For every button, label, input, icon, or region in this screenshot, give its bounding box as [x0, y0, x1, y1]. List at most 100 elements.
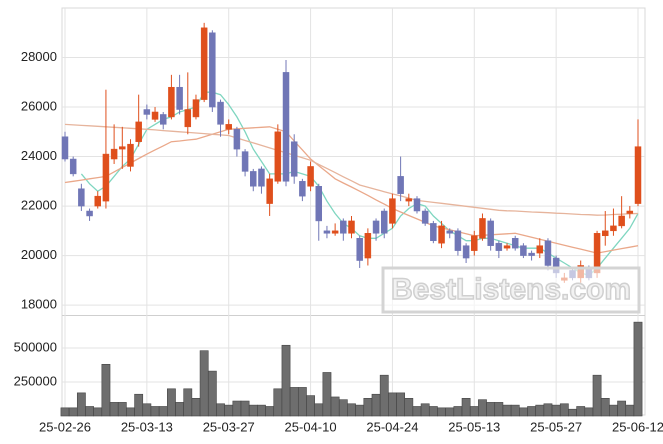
candle-body	[462, 245, 470, 259]
volume-bar	[109, 402, 119, 417]
volume-bar	[396, 392, 406, 417]
grid	[62, 8, 645, 415]
volume-bar	[306, 395, 315, 417]
candle-body	[323, 230, 331, 234]
candle-body	[307, 166, 314, 187]
candle-body	[618, 215, 625, 227]
volume-bar	[232, 400, 242, 417]
moving-average-line	[64, 123, 639, 216]
candle-body	[225, 124, 232, 130]
candle-body	[69, 158, 77, 175]
volume-bar	[510, 404, 520, 417]
candle-body	[192, 99, 200, 118]
candle-body	[86, 210, 93, 217]
volume-bar	[592, 374, 602, 417]
volume-bar	[412, 406, 422, 417]
candle-body	[151, 111, 159, 120]
volume-bar	[240, 400, 250, 417]
candle-body	[258, 168, 265, 187]
volume-tick-label: 500000	[14, 339, 57, 354]
candle-body	[471, 235, 478, 251]
volume-bar	[322, 372, 332, 417]
candle-body	[511, 238, 519, 249]
volume-bar	[527, 406, 536, 417]
volume-bar	[126, 407, 135, 417]
volume-bar	[371, 393, 381, 417]
x-tick-label: 25-03-27	[203, 419, 255, 434]
candle-body	[340, 220, 347, 234]
candle-body	[413, 198, 421, 212]
y-tick-label: 20000	[21, 247, 57, 262]
candle-body	[241, 151, 249, 172]
volume-bar	[207, 370, 217, 417]
volume-bar	[420, 403, 430, 417]
candle-body	[159, 114, 167, 125]
candle-body	[135, 121, 142, 142]
candle-body	[528, 252, 535, 256]
y-tick-label: 24000	[21, 148, 57, 163]
volume-tick-label: 250000	[14, 373, 57, 388]
candle-body	[94, 195, 101, 207]
candle-body	[380, 210, 388, 234]
volume-bar	[600, 398, 610, 417]
candle-body	[274, 131, 282, 182]
volume-bar	[289, 387, 299, 417]
volume-bar	[609, 404, 618, 417]
volume-bar	[494, 402, 504, 417]
volume-bar	[584, 407, 594, 417]
x-tick-label: 25-02-26	[39, 419, 91, 434]
volume-bar	[535, 404, 545, 417]
candle-body	[536, 245, 544, 254]
candle-body	[479, 218, 486, 239]
volume-bar	[404, 398, 414, 417]
candle-body	[102, 153, 110, 202]
candle-body	[61, 136, 69, 160]
candle-body	[299, 181, 306, 197]
volume-bar	[183, 388, 193, 417]
y-tick-label: 28000	[21, 49, 57, 64]
candle-body	[331, 230, 339, 234]
volume-bar	[543, 403, 553, 417]
candle-body	[348, 220, 355, 234]
volume-bar	[93, 407, 103, 417]
candle-body	[209, 32, 216, 108]
x-tick-label: 25-03-13	[121, 419, 173, 434]
volume-bar	[633, 321, 643, 417]
candle-body	[438, 225, 445, 244]
volume-bar	[134, 393, 144, 417]
candle-body	[168, 86, 175, 118]
volume-bar	[428, 406, 438, 417]
candle-body	[282, 72, 290, 182]
plot-frame	[61, 7, 646, 416]
candle-body	[487, 220, 494, 246]
volume-bar	[625, 404, 635, 417]
volume-bar	[486, 402, 496, 417]
candle-body	[421, 210, 429, 224]
volume-bar	[338, 399, 348, 417]
volume-bar	[216, 403, 225, 417]
volume-bar	[617, 400, 627, 417]
x-tick-label: 25-05-13	[448, 419, 500, 434]
candle-body	[176, 86, 183, 110]
candle-body	[266, 178, 273, 204]
volume-bar	[363, 398, 373, 417]
watermark: BestListens.com	[381, 266, 641, 314]
candle-body	[634, 146, 642, 204]
candle-body	[184, 109, 192, 128]
candle-body	[364, 233, 372, 259]
volume-bar	[60, 407, 70, 417]
candle-body	[143, 109, 151, 115]
volume-bar	[68, 407, 78, 417]
candle-body	[233, 129, 241, 150]
candle-body	[626, 210, 634, 214]
volume-bar	[461, 398, 471, 417]
volume-bar	[167, 388, 176, 417]
volume-bar	[175, 402, 184, 417]
candle-body	[454, 230, 462, 251]
volume-bar	[379, 374, 389, 417]
volume-bar	[388, 392, 397, 417]
candle-body	[127, 143, 134, 167]
candle-body	[389, 198, 396, 224]
candle-body	[200, 27, 208, 100]
volume-bar	[101, 363, 111, 417]
